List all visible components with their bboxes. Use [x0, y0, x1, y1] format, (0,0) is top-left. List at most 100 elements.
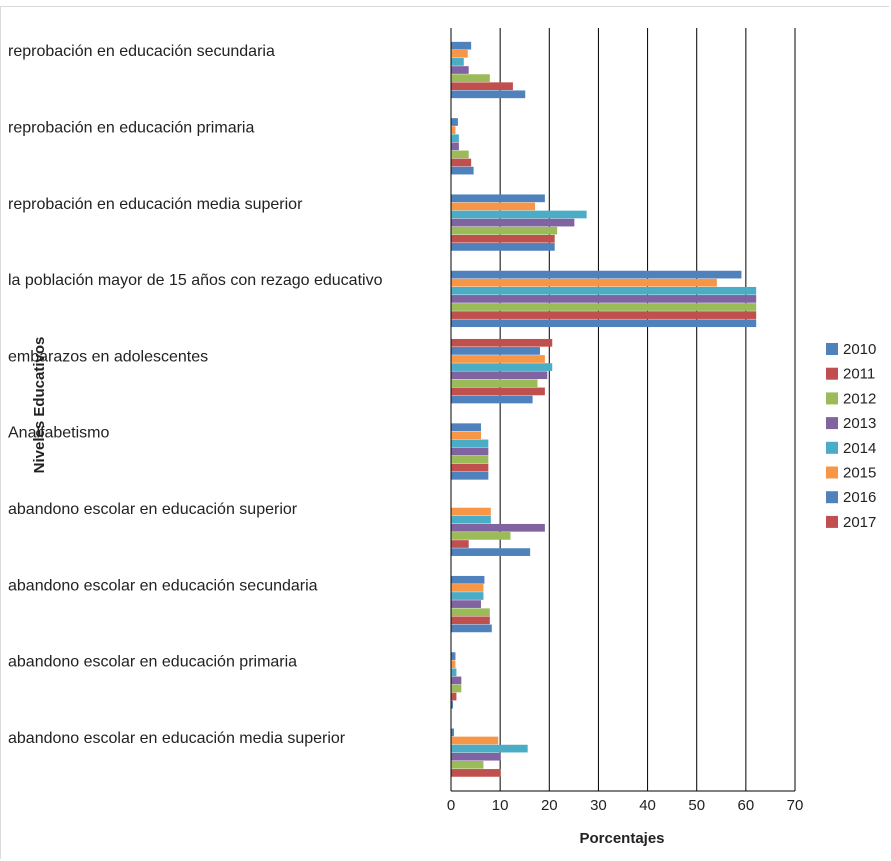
bar-2015 [451, 507, 491, 516]
bar-2011 [451, 616, 490, 625]
legend-label: 2017 [843, 514, 876, 531]
bar-2014 [451, 668, 457, 677]
bar-2012 [451, 379, 538, 388]
bar-2011 [451, 311, 757, 319]
legend-label: 2015 [843, 465, 876, 482]
category-label: Analfabetismo [8, 425, 109, 442]
bar-2016 [451, 194, 545, 203]
bar-2013 [451, 371, 548, 380]
bar-2012 [451, 608, 490, 617]
bar-2014 [451, 286, 757, 295]
legend-swatch [826, 392, 838, 405]
bar-2015 [451, 584, 484, 592]
bar-2012 [451, 226, 558, 235]
x-tick-labels: 0 10 20 30 40 50 60 70 [447, 797, 804, 814]
bar-2016 [451, 575, 485, 584]
bar-2012 [451, 150, 469, 159]
category-label: la población mayor de 15 años con rezago… [8, 272, 383, 289]
bar-2013 [451, 752, 501, 761]
bar-2010 [451, 90, 526, 99]
bar-2012 [451, 303, 757, 311]
x-tick-label: 70 [787, 797, 804, 814]
bar-2015 [451, 49, 468, 58]
bar-2015 [451, 355, 545, 363]
bar-2011 [451, 234, 555, 243]
bar-2011 [451, 82, 513, 91]
category-label: embarazos en adolescentes [8, 348, 208, 365]
bar-2013 [451, 295, 757, 303]
bar-2016 [451, 652, 456, 660]
bar-2013 [451, 218, 575, 227]
bar-2016 [451, 347, 540, 355]
bar-2010 [451, 471, 489, 480]
category-label: abandono escolar en educación media supe… [8, 730, 346, 747]
bar-2016 [451, 728, 454, 737]
bar-2014 [451, 134, 459, 143]
x-tick-label: 20 [541, 797, 558, 814]
legend-swatch [826, 417, 838, 430]
bar-2013 [451, 142, 459, 151]
bar-2011 [451, 463, 489, 472]
x-tick-label: 0 [447, 797, 455, 814]
x-tick-label: 40 [639, 797, 656, 814]
x-tick-label: 10 [492, 797, 509, 814]
bars [451, 41, 757, 777]
legend-label: 2010 [843, 341, 876, 358]
bar-2015 [451, 126, 456, 134]
legend-swatch [826, 343, 838, 355]
category-label: reprobación en educación media superior [8, 196, 303, 213]
gridlines [450, 28, 796, 792]
bar-2014 [451, 744, 528, 753]
bar-2012 [451, 684, 462, 693]
bar-2012 [451, 760, 484, 769]
bar-2015 [451, 736, 499, 745]
bar-2016 [451, 118, 458, 126]
legend-label: 2011 [843, 366, 875, 383]
bar-2014 [451, 363, 553, 371]
legend: 2010 2011 2012 2013 2014 2015 2016 2017 [826, 341, 876, 531]
bar-2013 [451, 447, 489, 456]
category-label: abandono escolar en educación secundaria [8, 577, 318, 594]
bar-2012 [451, 455, 489, 464]
bar-2017 [451, 338, 553, 347]
bar-2010 [451, 700, 453, 709]
bar-2013 [451, 676, 462, 685]
bar-2015 [451, 202, 536, 211]
bar-2011 [451, 692, 457, 701]
bar-2011 [451, 540, 469, 548]
bar-2016 [451, 41, 472, 50]
x-tick-label: 60 [738, 797, 755, 814]
bar-2013 [451, 66, 469, 74]
bar-2010 [451, 624, 492, 633]
legend-swatch [826, 491, 838, 504]
y-axis-title: Niveles Educativos [31, 337, 48, 474]
bar-2010 [451, 395, 533, 404]
bar-2010 [451, 243, 555, 251]
bar-2012 [451, 532, 511, 540]
bar-2014 [451, 515, 491, 524]
bar-2014 [451, 210, 587, 219]
legend-swatch [826, 367, 838, 380]
bar-2010 [451, 166, 474, 175]
bar-2013 [451, 600, 481, 608]
legend-label: 2013 [843, 415, 876, 432]
bar-2016 [451, 270, 742, 279]
bar-2012 [451, 74, 490, 82]
bar-2011 [451, 158, 472, 167]
bar-2015 [451, 431, 481, 440]
x-tick-label: 30 [590, 797, 607, 814]
bar-2010 [451, 548, 531, 556]
chart-frame [0, 6, 889, 859]
category-label: reprobación en educación secundaria [8, 43, 275, 60]
bar-2014 [451, 439, 489, 448]
x-axis-title: Porcentajes [579, 830, 664, 847]
legend-label: 2016 [843, 489, 876, 506]
legend-swatch [826, 515, 838, 528]
legend-swatch [826, 441, 838, 454]
bar-2014 [451, 592, 484, 600]
category-labels: reprobación en educación secundaria repro… [8, 43, 383, 747]
bar-2015 [451, 278, 717, 287]
bar-2011 [451, 387, 545, 396]
legend-swatch [826, 466, 838, 479]
